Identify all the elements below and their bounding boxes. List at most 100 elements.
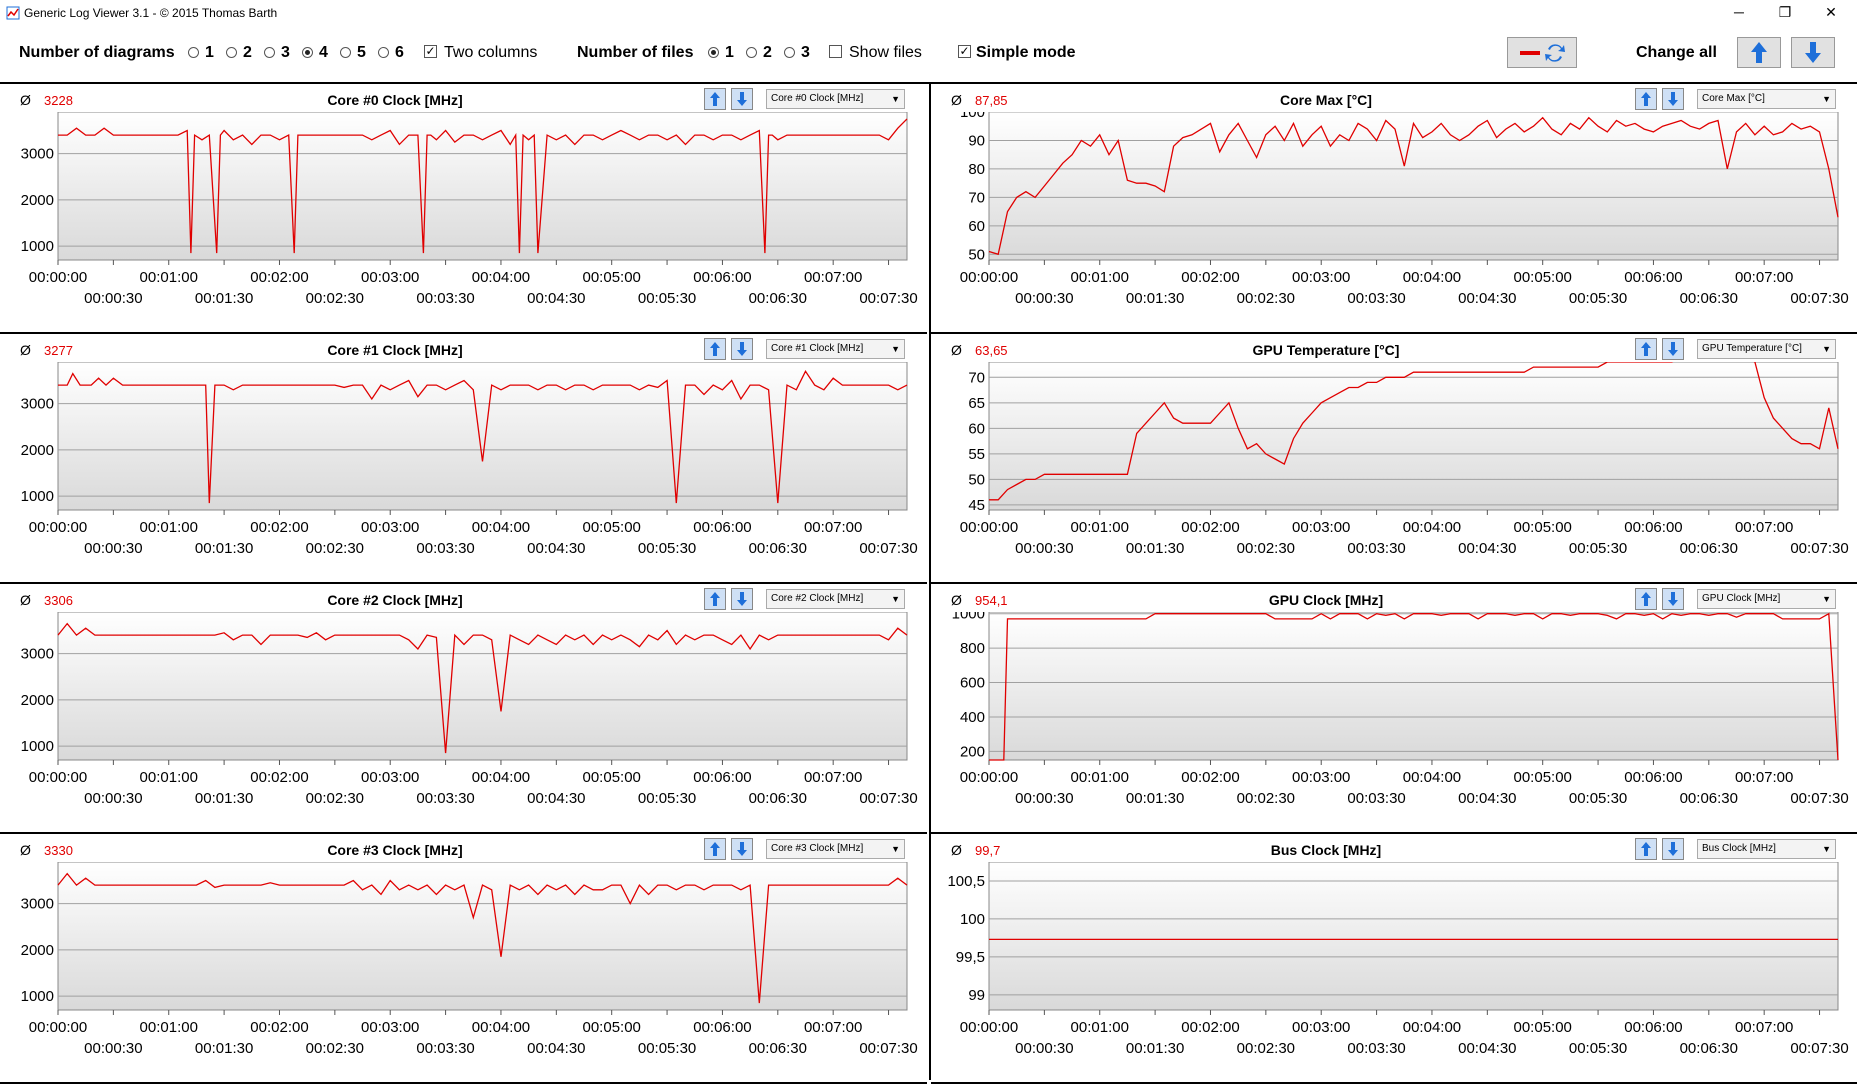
series-down-button[interactable]: [731, 338, 753, 360]
average-symbol: Ø: [951, 592, 962, 608]
x-tick-label: 00:02:00: [250, 269, 308, 286]
chart-title: Bus Clock [MHz]: [1270, 842, 1382, 858]
series-down-button[interactable]: [1662, 838, 1684, 860]
x-tick-label: 00:01:30: [195, 290, 253, 307]
two-columns-checkbox[interactable]: ✓: [424, 44, 437, 58]
x-tick-label: 00:04:00: [1403, 519, 1461, 536]
change-all-down-button[interactable]: [1791, 37, 1835, 68]
plot-area: [988, 612, 1839, 761]
chart-svg: 1000 2000 3000 00:00:00 00:00:30 00:01:00 00:0…: [21, 612, 918, 807]
series-up-button[interactable]: [1635, 838, 1657, 860]
series-up-button[interactable]: [1635, 88, 1657, 110]
change-all-up-button[interactable]: [1737, 37, 1781, 68]
series-up-button[interactable]: [1635, 338, 1657, 360]
diagrams-radio-4[interactable]: [302, 47, 313, 58]
diagrams-radio-3-label: 3: [281, 44, 290, 61]
x-tick-label: 00:07:00: [804, 269, 862, 286]
x-tick-label: 00:07:30: [1790, 790, 1848, 807]
series-up-button[interactable]: [1635, 588, 1657, 610]
series-select[interactable]: Core #3 Clock [MHz] ▼: [766, 839, 905, 859]
series-select[interactable]: Core #2 Clock [MHz] ▼: [766, 589, 905, 609]
series-down-button[interactable]: [1662, 588, 1684, 610]
x-tick-label: 00:01:30: [1126, 540, 1184, 557]
files-radio-3[interactable]: [784, 47, 795, 58]
series-select[interactable]: Bus Clock [MHz] ▼: [1697, 839, 1836, 859]
y-tick-label: 45: [968, 497, 985, 514]
x-tick-label: 00:03:30: [1347, 1040, 1405, 1057]
average-value: 3330: [44, 843, 73, 858]
maximize-button[interactable]: ❐: [1778, 4, 1792, 20]
arrow-down-icon: [737, 92, 747, 106]
series-down-button[interactable]: [731, 838, 753, 860]
gpu-temp-panel: Ø 63,65 GPU Temperature [°C] GPU Tempera…: [931, 334, 1857, 584]
chevron-down-icon: ▼: [891, 844, 900, 854]
series-select[interactable]: Core Max [°C] ▼: [1697, 89, 1836, 109]
series-up-button[interactable]: [704, 88, 726, 110]
series-up-button[interactable]: [704, 338, 726, 360]
x-tick-label: 00:02:00: [1181, 269, 1239, 286]
average-value: 99,7: [975, 843, 1001, 858]
chevron-down-icon: ▼: [891, 94, 900, 104]
files-radio-2[interactable]: [746, 47, 757, 58]
y-tick-label: 1000: [21, 488, 54, 505]
chart-title: Core #0 Clock [MHz]: [327, 92, 463, 108]
x-tick-label: 00:01:00: [140, 1019, 198, 1036]
chart-title: GPU Clock [MHz]: [1268, 592, 1384, 608]
x-tick-label: 00:00:00: [29, 1019, 87, 1036]
x-tick-label: 00:06:30: [1680, 290, 1738, 307]
arrow-up-icon: [710, 342, 720, 356]
series-down-button[interactable]: [1662, 338, 1684, 360]
x-tick-label: 00:02:00: [250, 519, 308, 536]
color-swap-button[interactable]: [1507, 37, 1577, 68]
x-tick-label: 00:00:30: [84, 540, 142, 557]
series-up-button[interactable]: [704, 838, 726, 860]
y-tick-label: 80: [968, 161, 985, 178]
series-down-button[interactable]: [731, 588, 753, 610]
diagrams-radio-1[interactable]: [188, 47, 199, 58]
diagrams-radio-5[interactable]: [340, 47, 351, 58]
x-tick-label: 00:01:30: [195, 790, 253, 807]
show-files-checkbox[interactable]: [829, 45, 842, 58]
core3-clock-panel: Ø 3330 Core #3 Clock [MHz] Core #3 Clock…: [0, 834, 927, 1084]
series-down-button[interactable]: [1662, 88, 1684, 110]
average-symbol: Ø: [20, 92, 31, 108]
files-radio-1[interactable]: [708, 47, 719, 58]
series-select[interactable]: Core #0 Clock [MHz] ▼: [766, 89, 905, 109]
x-tick-label: 00:02:30: [1237, 1040, 1295, 1057]
x-tick-label: 00:03:00: [361, 1019, 419, 1036]
simple-mode-checkbox[interactable]: ✓: [958, 44, 971, 58]
diagrams-radio-2[interactable]: [226, 47, 237, 58]
series-select[interactable]: GPU Clock [MHz] ▼: [1697, 589, 1836, 609]
show-files-label: Show files: [849, 44, 922, 61]
minimize-button[interactable]: ─: [1734, 4, 1744, 20]
x-tick-label: 00:04:00: [1403, 1019, 1461, 1036]
x-tick-label: 00:03:00: [1292, 269, 1350, 286]
x-tick-label: 00:01:00: [1071, 269, 1129, 286]
series-select-value: Core Max [°C]: [1702, 93, 1765, 104]
y-tick-label: 50: [968, 246, 985, 263]
series-up-button[interactable]: [704, 588, 726, 610]
x-tick-label: 00:03:00: [1292, 1019, 1350, 1036]
chart-title: Core Max [°C]: [1280, 92, 1372, 108]
y-tick-label: 100,5: [947, 873, 985, 890]
close-button[interactable]: ✕: [1825, 4, 1837, 20]
diagrams-radio-3[interactable]: [264, 47, 275, 58]
y-tick-label: 600: [960, 675, 985, 692]
x-tick-label: 00:02:30: [306, 540, 364, 557]
series-down-button[interactable]: [731, 88, 753, 110]
diagrams-radio-6[interactable]: [378, 47, 389, 58]
x-tick-label: 00:03:30: [1347, 290, 1405, 307]
series-select[interactable]: GPU Temperature [°C] ▼: [1697, 339, 1836, 359]
x-tick-label: 00:03:30: [416, 540, 474, 557]
y-tick-label: 1000: [21, 238, 54, 255]
plot-area: [57, 112, 908, 261]
x-tick-label: 00:01:30: [1126, 1040, 1184, 1057]
x-tick-label: 00:01:30: [1126, 290, 1184, 307]
series-select[interactable]: Core #1 Clock [MHz] ▼: [766, 339, 905, 359]
average-value: 3228: [44, 93, 73, 108]
series-select-value: Core #0 Clock [MHz]: [771, 93, 864, 104]
x-tick-label: 00:00:00: [960, 519, 1018, 536]
arrow-down-icon: [1668, 842, 1678, 856]
files-radio-1-label: 1: [725, 44, 734, 61]
y-tick-label: 70: [968, 189, 985, 206]
